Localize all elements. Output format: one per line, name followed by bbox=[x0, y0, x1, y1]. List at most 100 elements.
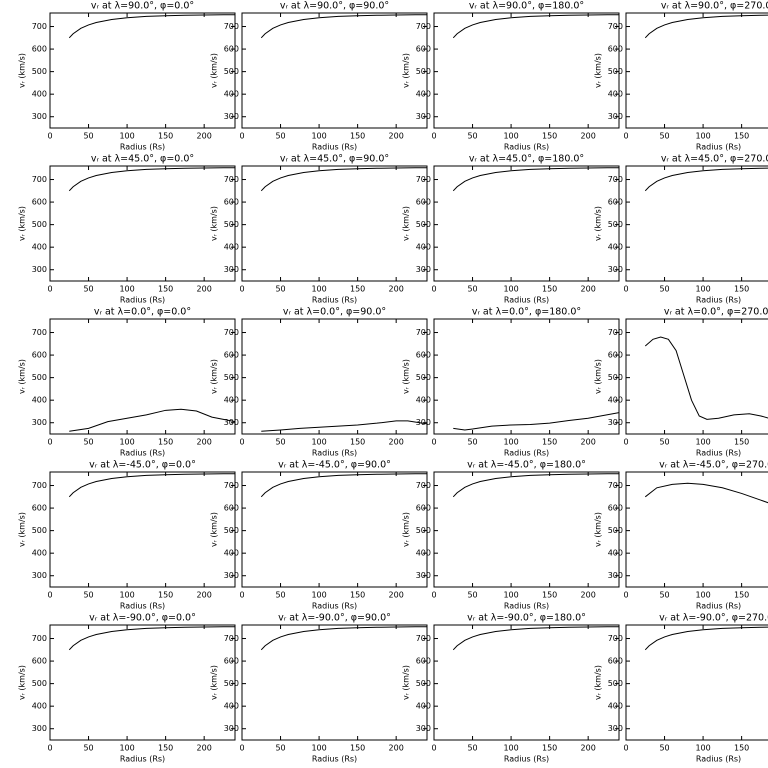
x-tick-label: 150 bbox=[734, 285, 749, 294]
x-tick-label: 50 bbox=[659, 285, 669, 294]
x-tick-label: 100 bbox=[119, 744, 134, 753]
y-tick-label: 600 bbox=[32, 657, 47, 666]
plot-frame bbox=[625, 12, 768, 129]
y-tick-label: 600 bbox=[416, 198, 431, 207]
y-tick-label: 400 bbox=[416, 396, 431, 405]
data-line bbox=[644, 482, 768, 504]
y-axis-label: vᵣ (km/s) bbox=[18, 665, 27, 700]
y-tick-label: 400 bbox=[608, 90, 623, 99]
x-axis-label: Radius (Rs) bbox=[120, 602, 165, 611]
y-tick-label: 300 bbox=[416, 112, 431, 121]
y-tick-label: 400 bbox=[32, 702, 47, 711]
y-tick-label: 400 bbox=[32, 549, 47, 558]
y-tick-label: 500 bbox=[416, 220, 431, 229]
plot-frame bbox=[433, 318, 620, 435]
x-tick-label: 100 bbox=[503, 744, 518, 753]
x-tick-label: 50 bbox=[83, 438, 93, 447]
chart-title: vᵣ at λ=0.0°, φ=270.0° bbox=[664, 307, 768, 318]
x-axis-label: Radius (Rs) bbox=[312, 296, 357, 305]
x-tick-label: 50 bbox=[467, 132, 477, 141]
x-tick-label: 0 bbox=[623, 438, 628, 447]
x-tick-label: 100 bbox=[119, 132, 134, 141]
y-tick-label: 300 bbox=[608, 724, 623, 733]
plot-frame bbox=[241, 318, 428, 435]
x-tick-label: 150 bbox=[542, 132, 557, 141]
y-tick-label: 400 bbox=[224, 243, 239, 252]
x-tick-label: 200 bbox=[389, 132, 404, 141]
y-tick-label: 300 bbox=[416, 724, 431, 733]
y-axis-label: vᵣ (km/s) bbox=[210, 359, 219, 394]
chart-title: vᵣ at λ=90.0°, φ=270.0° bbox=[661, 1, 768, 12]
data-line bbox=[69, 408, 236, 432]
x-tick-label: 100 bbox=[311, 744, 326, 753]
y-axis-label: vᵣ (km/s) bbox=[402, 206, 411, 241]
plot-frame bbox=[241, 624, 428, 741]
x-axis-label: Radius (Rs) bbox=[120, 755, 165, 764]
data-line bbox=[452, 167, 619, 192]
data-line bbox=[261, 420, 428, 432]
y-axis-label: vᵣ (km/s) bbox=[594, 359, 603, 394]
x-tick-label: 0 bbox=[623, 591, 628, 600]
x-tick-label: 100 bbox=[311, 438, 326, 447]
x-axis-label: Radius (Rs) bbox=[120, 449, 165, 458]
chart-title: vᵣ at λ=45.0°, φ=90.0° bbox=[280, 154, 389, 165]
y-tick-label: 300 bbox=[32, 571, 47, 580]
data-line bbox=[452, 473, 619, 498]
x-tick-label: 100 bbox=[503, 591, 518, 600]
y-tick-label: 400 bbox=[224, 90, 239, 99]
plot-frame bbox=[49, 318, 236, 435]
y-tick-label: 500 bbox=[608, 679, 623, 688]
x-tick-label: 50 bbox=[467, 438, 477, 447]
y-tick-label: 600 bbox=[416, 45, 431, 54]
x-tick-label: 100 bbox=[311, 591, 326, 600]
y-tick-label: 500 bbox=[608, 220, 623, 229]
data-line bbox=[644, 336, 768, 420]
y-axis-label: vᵣ (km/s) bbox=[210, 512, 219, 547]
x-tick-label: 200 bbox=[581, 132, 596, 141]
y-tick-label: 500 bbox=[416, 679, 431, 688]
x-tick-label: 0 bbox=[239, 285, 244, 294]
x-tick-label: 50 bbox=[467, 591, 477, 600]
x-tick-label: 100 bbox=[119, 591, 134, 600]
chart-title: vᵣ at λ=-45.0°, φ=270.0° bbox=[659, 460, 768, 471]
x-tick-label: 100 bbox=[119, 438, 134, 447]
x-tick-label: 0 bbox=[47, 438, 52, 447]
x-tick-label: 0 bbox=[47, 591, 52, 600]
y-tick-label: 300 bbox=[416, 571, 431, 580]
y-tick-label: 400 bbox=[608, 549, 623, 558]
x-axis-label: Radius (Rs) bbox=[120, 143, 165, 152]
x-tick-label: 100 bbox=[503, 285, 518, 294]
x-tick-label: 150 bbox=[350, 744, 365, 753]
y-tick-label: 700 bbox=[416, 481, 431, 490]
y-tick-label: 700 bbox=[416, 175, 431, 184]
y-tick-label: 700 bbox=[224, 22, 239, 31]
x-tick-label: 50 bbox=[659, 438, 669, 447]
y-tick-label: 700 bbox=[416, 328, 431, 337]
y-tick-label: 500 bbox=[32, 679, 47, 688]
y-tick-label: 700 bbox=[416, 634, 431, 643]
data-line bbox=[260, 167, 427, 192]
x-tick-label: 200 bbox=[197, 285, 212, 294]
y-tick-label: 600 bbox=[608, 657, 623, 666]
x-tick-label: 0 bbox=[623, 744, 628, 753]
x-tick-label: 50 bbox=[83, 132, 93, 141]
x-tick-label: 0 bbox=[431, 591, 436, 600]
y-axis-label: vᵣ (km/s) bbox=[402, 665, 411, 700]
y-tick-label: 600 bbox=[416, 351, 431, 360]
y-tick-label: 600 bbox=[608, 198, 623, 207]
y-tick-label: 300 bbox=[608, 418, 623, 427]
x-tick-label: 150 bbox=[542, 591, 557, 600]
y-tick-label: 300 bbox=[608, 112, 623, 121]
x-tick-label: 150 bbox=[734, 438, 749, 447]
y-axis-label: vᵣ (km/s) bbox=[18, 53, 27, 88]
y-tick-label: 300 bbox=[608, 265, 623, 274]
y-tick-label: 400 bbox=[608, 396, 623, 405]
x-axis-label: Radius (Rs) bbox=[312, 602, 357, 611]
chart-title: vᵣ at λ=-45.0°, φ=0.0° bbox=[89, 460, 196, 471]
y-tick-label: 700 bbox=[608, 328, 623, 337]
x-tick-label: 200 bbox=[197, 744, 212, 753]
data-line bbox=[68, 14, 235, 39]
x-tick-label: 100 bbox=[311, 285, 326, 294]
data-line bbox=[453, 412, 620, 431]
x-tick-label: 50 bbox=[659, 744, 669, 753]
